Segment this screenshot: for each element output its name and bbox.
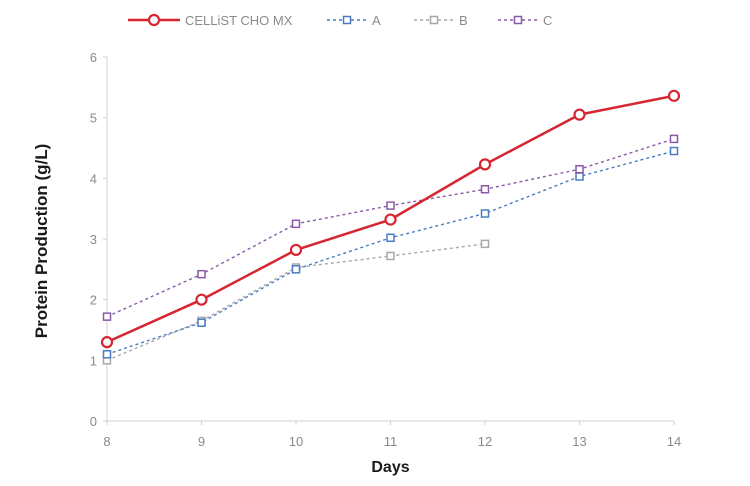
data-point bbox=[573, 108, 586, 121]
data-point bbox=[575, 172, 584, 181]
data-point bbox=[386, 251, 395, 261]
series-cellist-cho-mx bbox=[100, 89, 681, 349]
legend-item: C bbox=[498, 13, 552, 28]
legend-label: A bbox=[372, 13, 381, 28]
y-tick-label: 3 bbox=[90, 232, 97, 247]
x-tick-label: 12 bbox=[478, 434, 492, 449]
y-tick-label: 6 bbox=[90, 50, 97, 65]
series-a bbox=[102, 146, 679, 359]
legend-marker bbox=[342, 15, 352, 25]
legend-label: B bbox=[459, 13, 468, 28]
legend: CELLiST CHO MX A B C bbox=[128, 13, 552, 28]
y-tick-label: 0 bbox=[90, 414, 97, 429]
data-point bbox=[480, 185, 490, 194]
data-point bbox=[197, 318, 206, 327]
data-point bbox=[291, 219, 301, 229]
y-tick-label: 2 bbox=[90, 293, 97, 308]
data-point bbox=[478, 158, 492, 171]
data-point bbox=[197, 269, 206, 279]
data-point bbox=[386, 233, 395, 243]
x-tick-label: 14 bbox=[667, 434, 681, 449]
series-line bbox=[106, 243, 486, 361]
data-point bbox=[667, 89, 681, 102]
data-point bbox=[100, 336, 114, 349]
data-point bbox=[289, 243, 303, 257]
x-tick-label: 8 bbox=[103, 434, 110, 449]
x-tick-label: 11 bbox=[384, 434, 398, 449]
y-tick-label: 5 bbox=[90, 111, 97, 126]
y-tick-label: 1 bbox=[90, 353, 97, 368]
series-c bbox=[102, 134, 679, 321]
series-layer bbox=[100, 89, 681, 365]
x-tick-label: 13 bbox=[572, 434, 586, 449]
data-point bbox=[195, 293, 208, 306]
data-point bbox=[480, 209, 490, 218]
y-tick-label: 4 bbox=[90, 171, 97, 186]
legend-marker bbox=[429, 15, 439, 25]
data-point bbox=[575, 164, 584, 174]
data-point bbox=[669, 134, 679, 144]
legend-item: A bbox=[327, 13, 381, 28]
legend-label: CELLiST CHO MX bbox=[185, 13, 293, 28]
x-tick-label: 10 bbox=[289, 434, 303, 449]
y-axis-title: Protein Production (g/L) bbox=[32, 144, 51, 339]
series-line bbox=[106, 138, 675, 318]
legend-marker bbox=[147, 13, 161, 27]
series-b bbox=[102, 239, 490, 365]
data-point bbox=[480, 239, 490, 249]
data-point bbox=[669, 146, 679, 156]
legend-item: B bbox=[414, 13, 468, 28]
data-point bbox=[102, 350, 112, 359]
legend-label: C bbox=[543, 13, 552, 28]
data-point bbox=[291, 265, 301, 274]
legend-item: CELLiST CHO MX bbox=[128, 13, 293, 28]
x-tick-label: 9 bbox=[198, 434, 205, 449]
data-point bbox=[102, 312, 112, 321]
data-point bbox=[386, 201, 395, 210]
data-point bbox=[384, 213, 397, 226]
legend-marker bbox=[513, 15, 523, 25]
x-axis-title: Days bbox=[371, 459, 409, 476]
